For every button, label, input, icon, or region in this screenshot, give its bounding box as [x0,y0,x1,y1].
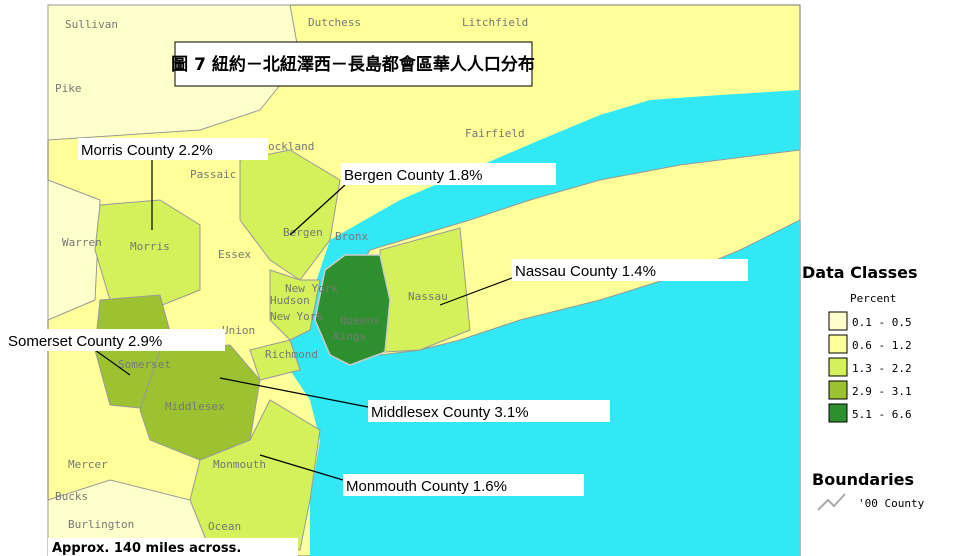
legend-swatch [828,311,848,331]
place-name: New York [285,282,338,295]
callout: Morris County 2.2% [81,142,213,159]
place-name: Passaic [190,168,236,181]
place-name: ockland [268,140,314,153]
place-name: Somerset [118,358,171,371]
callout-box [5,329,225,351]
place-name: Litchfield [462,16,528,29]
callout: Middlesex County 3.1% [371,404,529,421]
legend-subtitle: Percent [850,292,896,305]
place-name: Fairfield [465,127,525,140]
callout: Nassau County 1.4% [515,263,656,280]
county [314,254,391,366]
place-name: Sullivan [65,18,118,31]
callout-line [259,454,344,481]
boundaries-title: Boundaries [812,470,914,489]
callout: Bergen County 1.8% [344,167,482,184]
callout-box [78,138,268,160]
place-name: Pike [55,82,82,95]
place-name: Morris [130,240,170,253]
place-name: Warren [62,236,102,249]
county [269,269,321,341]
place-name: Monmouth [213,458,266,471]
scale-box [48,538,298,556]
place-name: Queens [340,314,380,327]
place-name: Hudson [270,294,310,307]
legend: Data Classes Percent Boundaries '00 Coun… [802,263,925,511]
title: 圖 7 紐約－北紐澤西－長島都會區華人人口分布 [171,54,535,75]
place-name: Bucks [55,490,88,503]
callout-line [94,349,131,376]
callout-line [289,184,346,236]
place-name: Bronx [335,230,368,243]
legend-label: 5.1 - 6.6 [852,408,912,421]
callout: Monmouth County 1.6% [346,478,507,495]
place-name: Middlesex [165,400,225,413]
county [94,199,201,311]
title-box [174,41,533,87]
legend-label: 1.3 - 2.2 [852,362,912,375]
place-name: Ocean [208,520,241,533]
county [249,339,301,381]
boundaries-item: '00 County [858,497,925,510]
legend-title: Data Classes [802,263,918,282]
place-name: Essex [218,248,251,261]
place-name: Kings [333,330,366,343]
scale-note: Approx. 140 miles across. [52,541,241,556]
place-name: Nassau [408,290,448,303]
county [239,149,341,281]
legend-label: 0.6 - 1.2 [852,339,912,352]
callout-box [512,259,748,281]
place-name: Richmond [265,348,318,361]
county [47,179,101,321]
place-name: Dutchess [308,16,361,29]
legend-swatch [828,357,848,377]
legend-label: 2.9 - 3.1 [852,385,912,398]
place-name: Bergen [283,226,323,239]
legend-label: 0.1 - 0.5 [852,316,912,329]
legend-swatch [828,334,848,354]
county [47,4,301,141]
boundary-icon [817,493,846,511]
place-name: New York [270,310,323,323]
callout-line [439,277,513,306]
callout: Somerset County 2.9% [8,333,162,350]
callout-box [368,400,610,422]
callout-box [341,163,556,185]
legend-swatch [828,380,848,400]
callout-box [343,474,584,496]
place-name: Union [222,324,255,337]
place-name: Burlington [68,518,134,531]
place-name: Mercer [68,458,108,471]
callout-line [219,377,369,408]
legend-swatch [828,403,848,423]
